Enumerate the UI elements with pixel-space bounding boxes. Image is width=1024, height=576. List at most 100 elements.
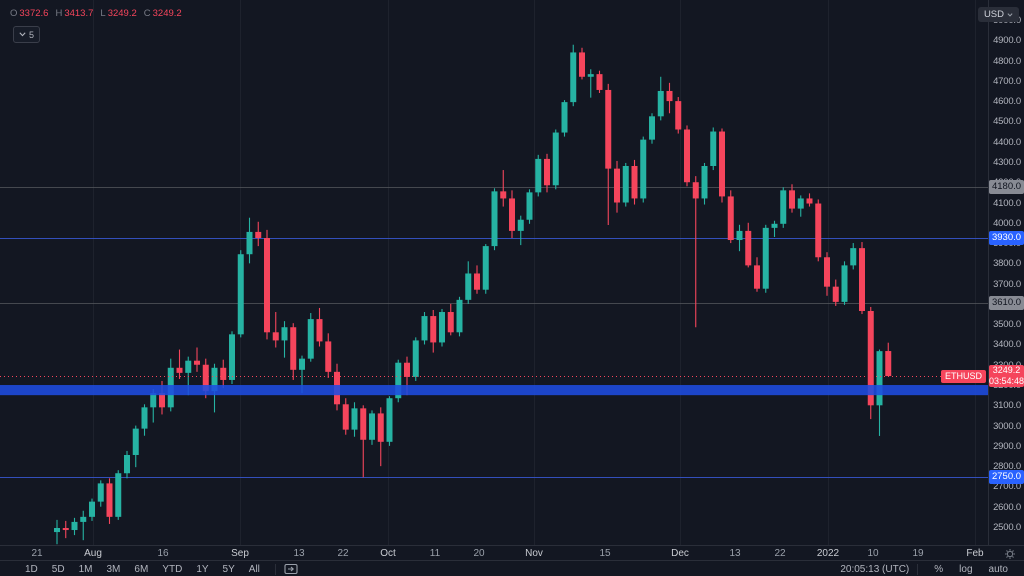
candle xyxy=(447,303,454,336)
price-tick: 2900.0 xyxy=(993,440,1021,452)
price-tick: 3700.0 xyxy=(993,278,1021,290)
candle xyxy=(579,47,585,80)
candle xyxy=(517,215,524,246)
candle xyxy=(727,190,734,244)
price-tick: 4600.0 xyxy=(993,96,1021,108)
candle xyxy=(369,410,375,445)
price-tick: 2600.0 xyxy=(993,501,1021,513)
candle xyxy=(465,261,472,304)
log-scale-button[interactable]: log xyxy=(959,563,973,575)
ohlc-letter: C xyxy=(143,8,151,19)
candle xyxy=(587,69,594,98)
candle xyxy=(885,342,892,377)
price-tick: 4900.0 xyxy=(993,35,1021,47)
range-button-ytd[interactable]: YTD xyxy=(162,563,183,575)
candle xyxy=(220,359,227,389)
candle xyxy=(762,224,769,293)
time-tick: 13 xyxy=(729,548,741,559)
price-tick: 3100.0 xyxy=(993,400,1021,412)
range-button-3m[interactable]: 3M xyxy=(106,563,121,575)
chevron-down-icon xyxy=(19,32,26,37)
candle xyxy=(272,312,279,348)
time-tick: Aug xyxy=(84,548,102,559)
ohlc-value: 3249.2 xyxy=(107,8,137,19)
bottom-toolbar: 1D 5D 1M 3M 6M YTD 1Y 5Y All 20:05:13 (UTC) % lo… xyxy=(0,560,1024,576)
price-level-badge[interactable]: 2750.0 xyxy=(989,470,1024,485)
candle xyxy=(141,404,148,436)
candle xyxy=(307,313,314,362)
candle xyxy=(736,224,743,252)
range-button-6m[interactable]: 6M xyxy=(134,563,149,575)
ohlc-item: C 3249.2 xyxy=(144,8,182,19)
candle xyxy=(395,359,402,403)
time-tick: 19 xyxy=(912,548,924,559)
candle xyxy=(115,470,122,520)
candle xyxy=(491,188,498,251)
time-tick: Oct xyxy=(380,548,396,559)
price-level-badge[interactable]: 3930.0 xyxy=(989,230,1024,245)
candle xyxy=(439,308,445,347)
candle xyxy=(97,480,104,507)
ohlc-item: L 3249.2 xyxy=(100,8,136,19)
candle xyxy=(71,517,78,536)
price-tick: 4500.0 xyxy=(993,116,1021,128)
support-zone-band[interactable] xyxy=(0,385,988,396)
candle xyxy=(229,331,235,385)
goto-date-icon[interactable] xyxy=(284,563,298,575)
candle xyxy=(815,199,822,262)
candle xyxy=(500,170,507,207)
ohlc-value: 3372.6 xyxy=(19,8,49,19)
time-tick: 16 xyxy=(157,548,169,559)
candle xyxy=(124,450,130,479)
ohlc-item: O 3372.6 xyxy=(10,8,48,19)
price-level-badge[interactable]: 3610.0 xyxy=(989,295,1024,310)
time-tick: 20 xyxy=(473,548,485,559)
gear-icon[interactable] xyxy=(1004,548,1016,560)
price-tick: 4300.0 xyxy=(993,156,1021,168)
interval-value: 5 xyxy=(29,29,35,40)
candlestick-chart[interactable]: ETHUSD xyxy=(0,0,988,545)
price-tick: 3000.0 xyxy=(993,420,1021,432)
candle xyxy=(237,250,244,338)
percent-scale-button[interactable]: % xyxy=(934,563,944,575)
scale-controls: 20:05:13 (UTC) % log auto xyxy=(840,563,1024,575)
price-level-badge[interactable]: 4180.0 xyxy=(989,180,1024,195)
time-axis[interactable]: 21 Aug 16 Sep 13 22 Oct 11 20 Nov 15 Dec 13 22 2022 10 1… xyxy=(0,545,1024,561)
price-axis[interactable]: 5000.04900.04800.04700.04600.04500.04400… xyxy=(988,0,1024,545)
range-button-5d[interactable]: 5D xyxy=(51,563,65,575)
price-tick: 4100.0 xyxy=(993,197,1021,209)
clock[interactable]: 20:05:13 (UTC) xyxy=(840,563,910,575)
countdown-timer: 03:54:48 xyxy=(989,376,1024,387)
candle xyxy=(859,242,865,315)
candle xyxy=(194,347,200,372)
candle xyxy=(62,520,69,539)
price-tick: 3800.0 xyxy=(993,258,1021,270)
symbol-price-label[interactable]: ETHUSD xyxy=(940,369,986,383)
candle xyxy=(552,129,559,190)
candle xyxy=(806,193,813,207)
candle xyxy=(106,478,113,524)
candle xyxy=(386,396,393,446)
candle xyxy=(640,136,647,203)
price-tick: 4400.0 xyxy=(993,136,1021,148)
price-tick: 2500.0 xyxy=(993,522,1021,533)
last-price-badge[interactable]: 3249.2 03:54:48 xyxy=(989,365,1024,388)
candle xyxy=(710,127,717,171)
candle xyxy=(666,82,673,114)
currency-button[interactable]: USD xyxy=(977,7,1019,22)
price-tick: 4800.0 xyxy=(993,55,1021,67)
price-tick: 2700.0 xyxy=(993,481,1021,493)
candle xyxy=(377,407,384,467)
candle xyxy=(316,307,323,347)
interval-chip[interactable]: 5 xyxy=(13,26,41,43)
range-button-1m[interactable]: 1M xyxy=(78,563,93,575)
candle xyxy=(657,76,664,121)
time-tick: Dec xyxy=(671,548,689,559)
range-button-5y[interactable]: 5Y xyxy=(222,563,235,575)
candle xyxy=(719,128,725,203)
auto-scale-button[interactable]: auto xyxy=(988,563,1008,575)
currency-label: USD xyxy=(983,9,1004,20)
range-button-1y[interactable]: 1Y xyxy=(196,563,209,575)
range-button-all[interactable]: All xyxy=(248,563,260,575)
range-button-1d[interactable]: 1D xyxy=(25,563,38,575)
